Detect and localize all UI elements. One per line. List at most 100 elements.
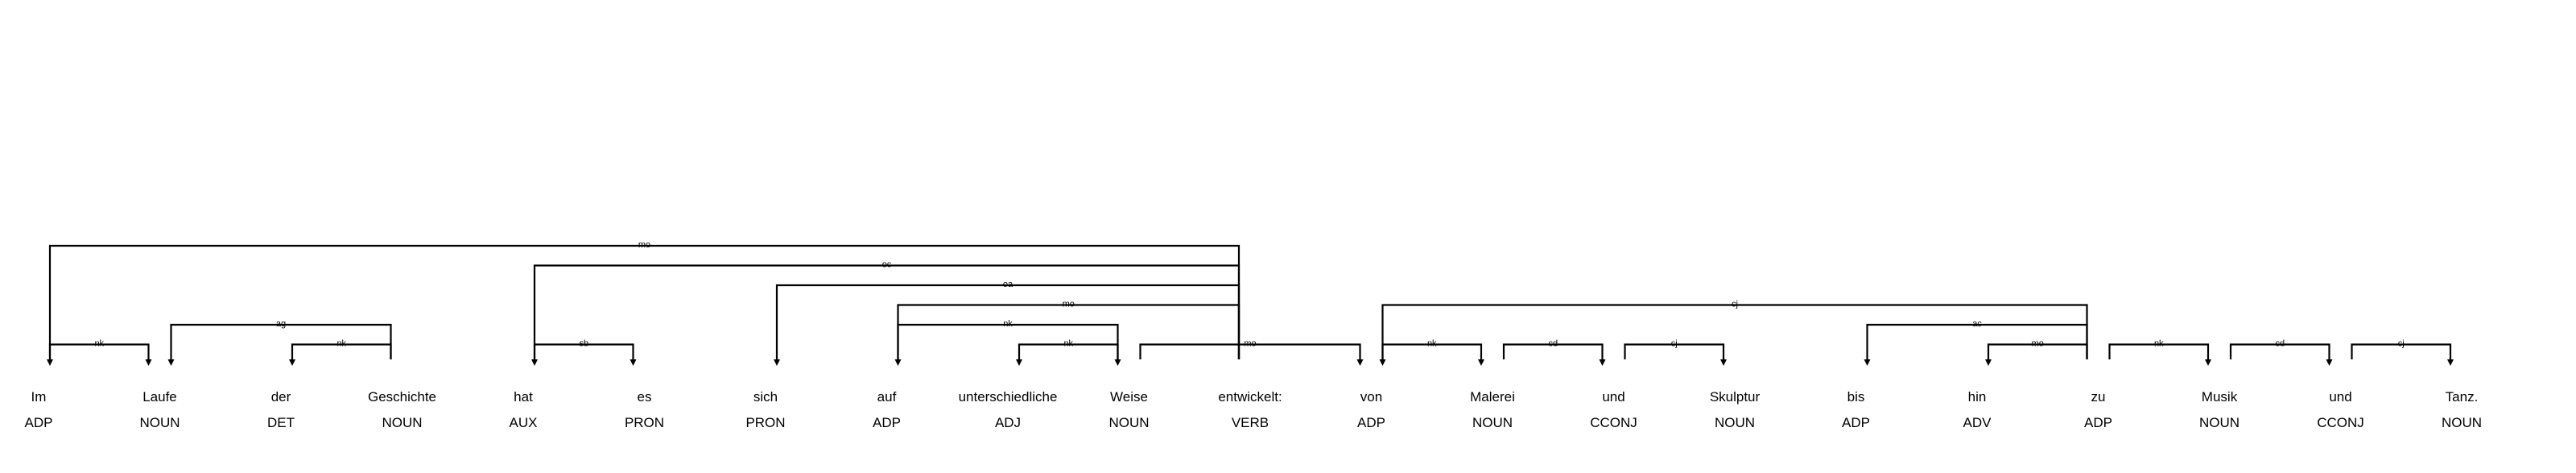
arc-label: mo	[1244, 339, 1256, 349]
arc-line	[897, 323, 1119, 359]
token-word: sich	[753, 389, 778, 405]
token-word: Musik	[2202, 389, 2238, 405]
arc-label: cd	[1548, 339, 1558, 349]
arc-arrowhead	[531, 359, 538, 366]
token-word: Malerei	[1470, 389, 1515, 405]
token-pos-tag: ADJ	[995, 415, 1021, 430]
arc-arrowhead	[47, 359, 53, 366]
token-word: Skulptur	[1710, 389, 1761, 405]
arc-line	[1381, 304, 2088, 359]
dependency-arc: nk	[1381, 339, 1484, 366]
arc-arrowhead	[1016, 359, 1022, 366]
dependency-arc: nk	[289, 339, 392, 366]
arc-label: cd	[2275, 339, 2285, 349]
arc-arrowhead	[894, 359, 902, 366]
token-pos-tag: NOUN	[2442, 415, 2482, 430]
arc-line	[2229, 343, 2330, 359]
arc-arrowhead	[167, 359, 175, 366]
arc-label: nk	[336, 339, 346, 349]
arc-label: mo	[1063, 300, 1075, 309]
arc-line	[170, 323, 392, 359]
arc-arrowhead	[2326, 359, 2333, 366]
arc-label: mo	[638, 240, 650, 250]
dependency-arc: cj	[2351, 339, 2454, 366]
arc-line	[1502, 343, 1604, 359]
token-word: von	[1360, 389, 1382, 405]
dependency-arc: cj	[1624, 339, 1727, 366]
arc-line	[897, 304, 1241, 359]
arc-arrowhead	[2205, 359, 2211, 366]
arc-arrowhead	[774, 359, 780, 366]
arc-arrowhead	[289, 359, 295, 366]
arc-label: mo	[2032, 339, 2044, 349]
token-word: und	[1602, 389, 1624, 405]
arc-label: nk	[1003, 319, 1013, 329]
arc-label: nk	[1063, 339, 1073, 349]
arc-label: cj	[2398, 339, 2405, 349]
arc-arrowhead	[1599, 359, 1606, 366]
arc-arrowhead	[1114, 359, 1121, 366]
arc-line	[1381, 343, 1483, 359]
token-word: und	[2329, 389, 2351, 405]
arc-label: cj	[1671, 339, 1678, 349]
token-pos-tag: DET	[267, 415, 295, 430]
token-pos-tag: PRON	[745, 415, 785, 430]
token-word: der	[271, 389, 291, 405]
token-word: hin	[1968, 389, 1987, 405]
token-word: auf	[877, 389, 897, 405]
token-word: Geschichte	[368, 389, 436, 405]
token-pos-tag: NOUN	[382, 415, 422, 430]
token-pos-tag: PRON	[625, 415, 664, 430]
token-pos-tag: NOUN	[1108, 415, 1149, 430]
token-pos-tag: NOUN	[139, 415, 180, 430]
token-pos-tag: VERB	[1232, 415, 1269, 430]
arc-label: ac	[1972, 319, 1982, 329]
token-word: Im	[31, 389, 47, 405]
arc-arrowhead	[1356, 359, 1364, 366]
arc-label: nk	[2154, 339, 2164, 349]
arc-line	[48, 343, 150, 359]
token-word: Weise	[1110, 389, 1148, 405]
arc-arrowhead	[630, 359, 637, 366]
token-pos-tag: ADV	[1963, 415, 1992, 430]
token-pos-tag: ADP	[873, 415, 901, 430]
tokens-layer: Im ADP Laufe NOUN der DET Geschichte NOUN hat AUX…	[25, 389, 2483, 430]
arcs-layer: mo nk ag nk oc sb oa mo nk nk mo cj nk cd cj ac mo nk cd cj	[47, 240, 2454, 366]
token-pos-tag: NOUN	[2199, 415, 2240, 430]
token-pos-tag: ADP	[25, 415, 53, 430]
arc-arrowhead	[1720, 359, 1727, 366]
dependency-arc: mo	[47, 240, 1241, 366]
arc-arrowhead	[1985, 359, 1992, 366]
token-word: zu	[2091, 389, 2106, 405]
arc-line	[1987, 343, 2088, 359]
dependency-arc: nk	[1016, 339, 1119, 366]
dependency-arc: mo	[1139, 339, 1364, 366]
dependency-arc: mo	[1985, 339, 2088, 366]
token-word: Tanz.	[2446, 389, 2479, 405]
arc-label: ag	[276, 319, 286, 329]
arc-line	[1624, 343, 1725, 359]
token-pos-tag: CCONJ	[2317, 415, 2364, 430]
dependency-arc: mo	[894, 300, 1241, 366]
token-word: unterschiedliche	[959, 389, 1058, 405]
token-pos-tag: ADP	[1357, 415, 1385, 430]
token-word: entwickelt:	[1218, 389, 1282, 405]
dependency-arc: nk	[2108, 339, 2211, 366]
token-pos-tag: NOUN	[1715, 415, 1755, 430]
token-pos-tag: CCONJ	[1590, 415, 1637, 430]
token-word: Laufe	[142, 389, 177, 405]
arc-line	[48, 244, 1241, 359]
arc-arrowhead	[2447, 359, 2454, 366]
dependency-arc: cd	[1502, 339, 1606, 366]
arc-label: sb	[579, 339, 588, 349]
arc-label: oc	[882, 260, 892, 270]
dependency-arc: oc	[531, 260, 1241, 366]
arc-label: nk	[1427, 339, 1437, 349]
dependency-arc: cd	[2229, 339, 2333, 366]
arc-line	[1866, 323, 2088, 359]
arc-line	[533, 264, 1241, 359]
arc-arrowhead	[145, 359, 152, 366]
dependency-arc: cj	[1379, 300, 2088, 366]
arc-arrowhead	[1864, 359, 1871, 366]
